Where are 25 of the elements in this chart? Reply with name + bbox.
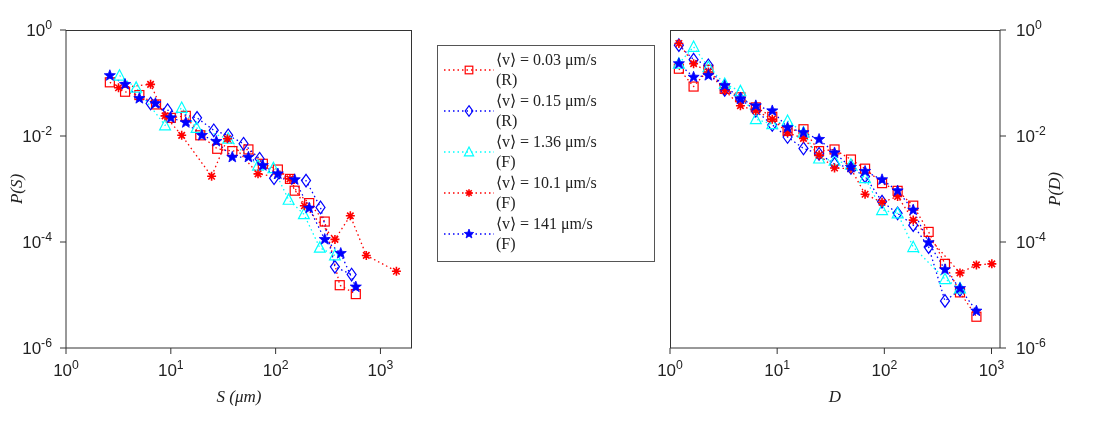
y-axis-title: P(D) bbox=[1045, 171, 1064, 207]
y-tick-label: 10$^{-4}$ bbox=[1016, 230, 1046, 252]
x-tick-label: 10$^{0}$ bbox=[53, 358, 80, 380]
y-axis-title: P(S) bbox=[7, 173, 26, 206]
x-tick-label: 10$^{1}$ bbox=[157, 358, 184, 380]
legend-label: ⟨v⟩ = 0.03 μm/s (R) bbox=[496, 50, 597, 90]
y-tick-label: 10$^{-6}$ bbox=[1016, 336, 1046, 358]
legend-label: ⟨v⟩ = 1.36 μm/s (F) bbox=[496, 132, 597, 172]
x-tick-label: 10$^{0}$ bbox=[657, 358, 684, 380]
legend-label: ⟨v⟩ = 0.15 μm/s (R) bbox=[496, 91, 597, 131]
x-tick-label: 10$^{3}$ bbox=[978, 358, 1005, 380]
x-tick-label: 10$^{2}$ bbox=[871, 358, 898, 380]
y-tick-label: 10$^{-2}$ bbox=[1016, 124, 1046, 146]
x-tick-label: 10$^{1}$ bbox=[764, 358, 791, 380]
x-axis-title: S (μm) bbox=[216, 387, 262, 406]
x-axis-title: D bbox=[827, 387, 842, 406]
y-tick-label: 10$^{0}$ bbox=[26, 18, 53, 40]
legend-label: ⟨v⟩ = 141 μm/s (F) bbox=[496, 214, 593, 254]
y-tick-label: 10$^{-4}$ bbox=[22, 230, 53, 252]
y-tick-label: 10$^{-6}$ bbox=[22, 336, 53, 358]
y-tick-label: 10$^{-2}$ bbox=[22, 124, 53, 146]
x-tick-label: 10$^{3}$ bbox=[367, 358, 394, 380]
y-tick-label: 10$^{0}$ bbox=[1016, 18, 1042, 40]
x-tick-label: 10$^{2}$ bbox=[262, 358, 289, 380]
legend-label: ⟨v⟩ = 10.1 μm/s (F) bbox=[496, 173, 597, 213]
